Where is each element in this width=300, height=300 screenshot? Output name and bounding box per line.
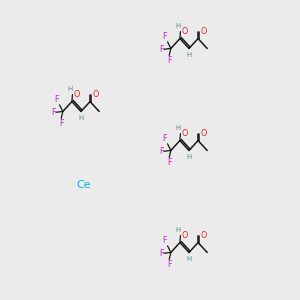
Text: O: O (200, 231, 206, 240)
Text: H: H (68, 86, 73, 92)
Text: O: O (181, 129, 188, 138)
Text: F: F (159, 249, 163, 258)
Text: F: F (55, 95, 59, 104)
Text: O: O (181, 231, 188, 240)
Text: F: F (167, 260, 172, 269)
Text: H: H (187, 256, 192, 262)
Text: F: F (167, 158, 172, 167)
Text: F: F (163, 32, 167, 41)
Text: Ce: Ce (77, 179, 91, 190)
Text: F: F (59, 119, 64, 128)
Text: O: O (200, 129, 206, 138)
Text: H: H (79, 116, 84, 122)
Text: H: H (187, 52, 192, 59)
Text: F: F (163, 134, 167, 143)
Text: O: O (181, 27, 188, 36)
Text: F: F (159, 45, 163, 54)
Text: F: F (163, 236, 167, 245)
Text: H: H (176, 23, 181, 29)
Text: F: F (159, 147, 163, 156)
Text: H: H (176, 227, 181, 233)
Text: O: O (73, 90, 80, 99)
Text: H: H (187, 154, 192, 160)
Text: F: F (167, 56, 172, 65)
Text: H: H (176, 125, 181, 131)
Text: O: O (92, 90, 98, 99)
Text: F: F (51, 108, 55, 117)
Text: O: O (200, 27, 206, 36)
